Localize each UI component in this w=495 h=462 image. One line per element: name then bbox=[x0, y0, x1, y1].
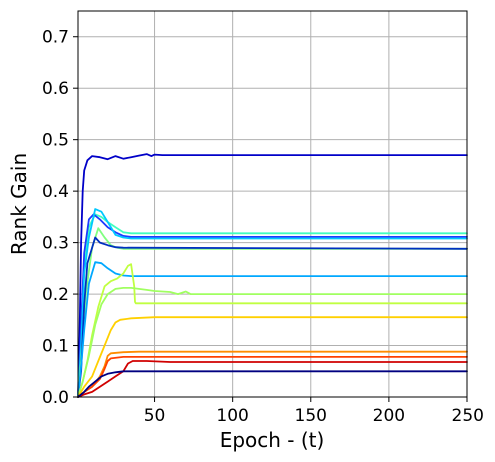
y-tick-label: 0.5 bbox=[42, 131, 69, 151]
y-tick-label: 0.7 bbox=[42, 28, 69, 48]
y-axis: 0.0 0.1 0.2 0.3 0.4 0.5 0.6 0.7 bbox=[42, 28, 78, 408]
series-line-13 bbox=[77, 360, 468, 398]
grid bbox=[78, 11, 468, 398]
y-axis-label: Rank Gain bbox=[7, 153, 31, 255]
series-line-12 bbox=[77, 355, 468, 398]
series-line-6 bbox=[77, 236, 468, 398]
x-tick-label: 200 bbox=[373, 406, 405, 426]
x-tick-label: 150 bbox=[295, 406, 327, 426]
series-line-2 bbox=[77, 213, 468, 398]
series-line-7 bbox=[77, 261, 468, 398]
y-tick-label: 0.6 bbox=[42, 79, 69, 99]
series-line-10 bbox=[77, 316, 468, 398]
x-axis-label: Epoch - (t) bbox=[220, 428, 325, 452]
x-tick-label: 100 bbox=[216, 406, 248, 426]
x-tick-label: 50 bbox=[144, 406, 166, 426]
y-tick-label: 0.2 bbox=[42, 285, 69, 305]
series-line-1 bbox=[77, 153, 468, 398]
series-line-14 bbox=[77, 370, 468, 398]
y-tick-label: 0.3 bbox=[42, 234, 69, 254]
series-line-4 bbox=[77, 208, 468, 398]
y-tick-label: 0.4 bbox=[42, 182, 69, 202]
series-line-11 bbox=[77, 350, 468, 398]
series-line-8 bbox=[77, 263, 468, 398]
y-tick-label: 0.0 bbox=[42, 388, 69, 408]
x-tick-label: 250 bbox=[452, 406, 484, 426]
y-tick-label: 0.1 bbox=[42, 337, 69, 357]
x-axis: 50 100 150 200 250 bbox=[144, 397, 484, 426]
series-group bbox=[77, 153, 468, 398]
series-line-9 bbox=[77, 286, 468, 398]
series-line-3 bbox=[77, 213, 468, 398]
plot-frame bbox=[77, 10, 468, 398]
